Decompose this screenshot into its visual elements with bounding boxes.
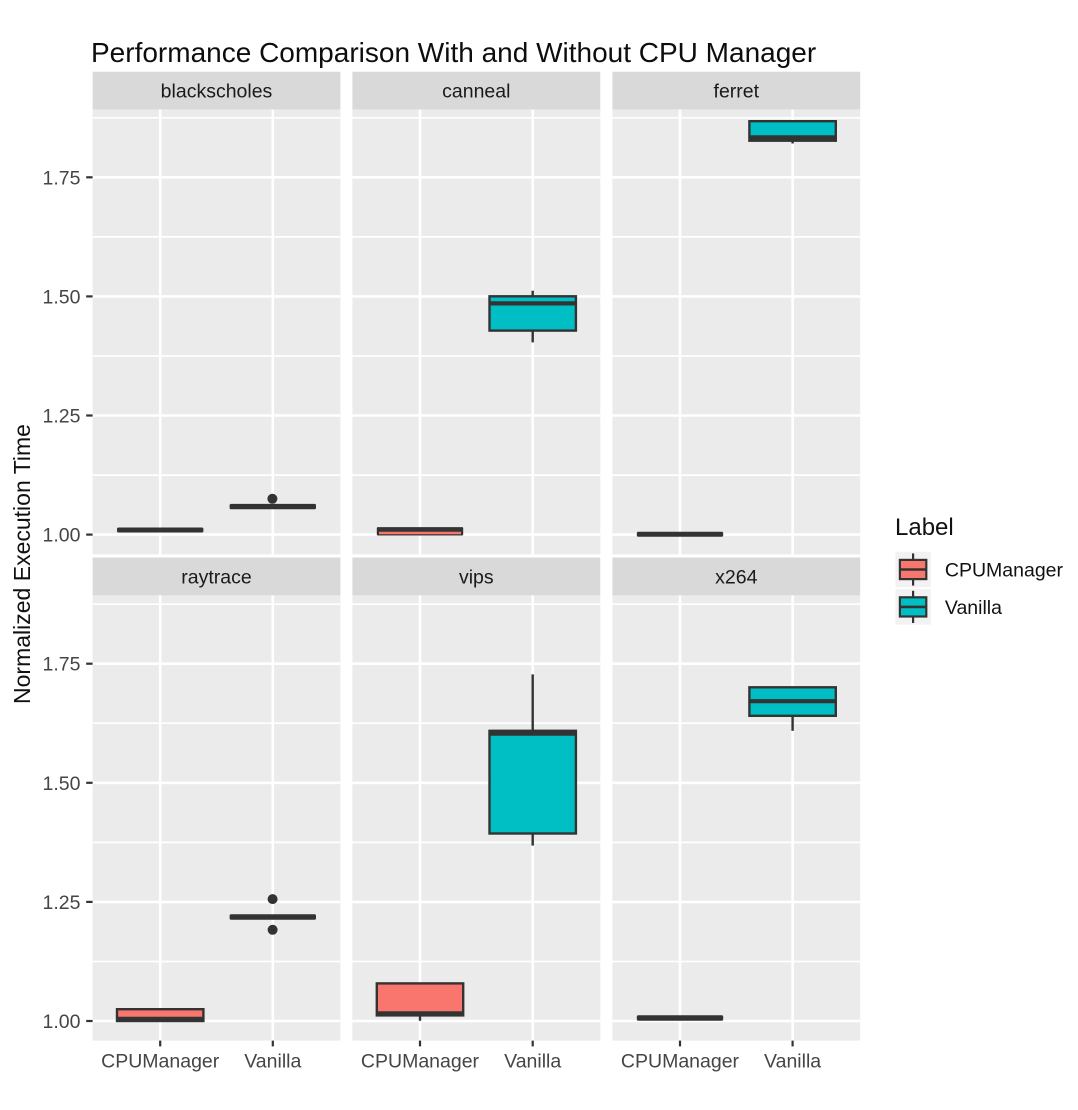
svg-text:1.00: 1.00 [43,525,81,547]
svg-text:Performance Comparison With an: Performance Comparison With and Without … [91,37,816,68]
svg-text:1.75: 1.75 [43,167,81,189]
svg-text:Vanilla: Vanilla [945,597,1002,619]
svg-text:1.25: 1.25 [43,892,81,914]
svg-text:1.50: 1.50 [43,286,81,308]
svg-text:1.50: 1.50 [43,773,81,795]
svg-text:Normalized Execution Time: Normalized Execution Time [9,424,35,704]
svg-text:1.25: 1.25 [43,406,81,428]
svg-text:blackscholes: blackscholes [161,81,273,103]
svg-text:vips: vips [459,567,494,589]
svg-text:Vanilla: Vanilla [504,1051,561,1073]
svg-text:CPUManager: CPUManager [101,1051,220,1073]
svg-text:CPUManager: CPUManager [621,1051,740,1073]
svg-text:1.75: 1.75 [43,654,81,676]
svg-text:raytrace: raytrace [181,567,251,589]
svg-text:CPUManager: CPUManager [945,559,1064,581]
svg-text:ferret: ferret [714,81,760,103]
svg-text:canneal: canneal [442,81,510,103]
svg-text:Vanilla: Vanilla [764,1051,821,1073]
svg-text:1.00: 1.00 [43,1011,81,1033]
svg-text:Label: Label [895,514,954,541]
svg-text:Vanilla: Vanilla [244,1051,301,1073]
svg-text:x264: x264 [715,567,757,589]
svg-text:CPUManager: CPUManager [361,1051,480,1073]
